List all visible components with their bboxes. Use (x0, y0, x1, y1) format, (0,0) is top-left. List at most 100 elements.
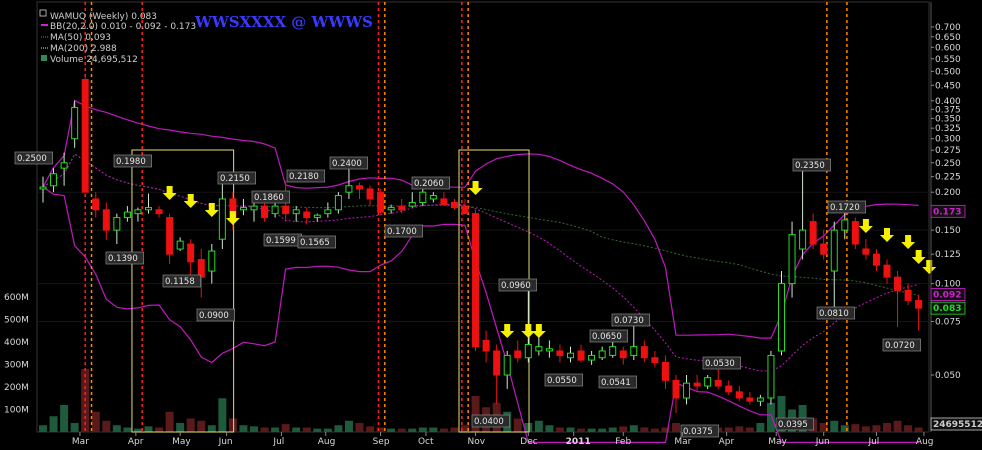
volume-bar (608, 427, 617, 432)
time-axis: Mar Apr May Jun Jul Aug Sep Oct Nov Dec 2011 Feb Mar… (72, 432, 934, 447)
candle-body (440, 198, 448, 206)
price-label: 0.0541 (601, 378, 631, 388)
candle-body (588, 354, 596, 361)
down-arrow-icon (880, 228, 894, 242)
candle (208, 244, 216, 284)
candle (450, 198, 458, 210)
volume-bar (893, 420, 902, 432)
candle-body (472, 213, 480, 348)
price-tick-label: 0.375 (935, 105, 961, 115)
candle-body (356, 185, 363, 190)
price-tick-label: 0.225 (935, 173, 961, 183)
candle (387, 204, 395, 214)
price-label-box (816, 306, 855, 320)
volume-bar (387, 428, 396, 432)
candle-body (904, 289, 912, 301)
candle-body (71, 107, 79, 140)
candle-body (609, 346, 617, 356)
price-tick-label: 0.150 (935, 226, 961, 236)
price-label: 0.0720 (885, 341, 915, 351)
volume-bar (534, 420, 543, 432)
candle-body (92, 198, 100, 211)
volume-bar (745, 427, 754, 432)
volume-bar (197, 420, 206, 432)
candle-body (408, 201, 416, 207)
legend-bb: BB(20,2.0) 0.010 - 0.092 - 0.173 (50, 22, 196, 32)
candle (577, 344, 585, 363)
time-tick-label: Jul (867, 437, 879, 447)
price-tick-label: 0.450 (935, 81, 961, 91)
price-label: 0.1390 (108, 254, 138, 264)
candle-body (788, 234, 796, 285)
candle (725, 380, 733, 395)
candle-body (894, 276, 902, 291)
volume-bar (777, 396, 786, 432)
candle (197, 249, 205, 298)
time-tick-label: Jun (815, 437, 830, 447)
volume-bar (450, 427, 459, 432)
candle (872, 249, 880, 272)
candle-body (60, 162, 68, 169)
candle (303, 207, 311, 225)
volume-bar (851, 424, 860, 432)
legend-volume: Volume 24,695,512 (50, 55, 138, 65)
price-label-box (589, 329, 628, 343)
candle (767, 350, 775, 405)
price-tick-label: 0.400 (935, 97, 961, 107)
side-label-box (930, 417, 982, 431)
candle-body (366, 188, 374, 200)
volume-bar (587, 428, 596, 432)
price-label: 0.2500 (17, 154, 47, 164)
time-tick-label: Sep (373, 437, 390, 447)
candle-body (577, 350, 585, 361)
candle-body (102, 209, 110, 231)
price-label-box (775, 417, 814, 431)
volume-bar (439, 428, 448, 432)
volume-bar (313, 428, 322, 432)
candle-body (514, 350, 522, 359)
candle (324, 202, 332, 218)
down-arrow-icon (204, 203, 219, 217)
candle-body (271, 205, 279, 215)
candle-body (197, 259, 205, 278)
candle (545, 340, 553, 358)
candle-body (640, 346, 648, 359)
candle-body (450, 201, 458, 209)
volume-bar (123, 427, 132, 432)
price-label-box (297, 235, 336, 249)
legend: WAMUQ (Weekly) 0.083 WWSXXXX @ WWWS BB(2… (39, 9, 373, 65)
volume-bar (70, 423, 79, 432)
candle (598, 346, 606, 361)
volume-bar (461, 425, 469, 432)
candle (841, 212, 849, 240)
candle (356, 182, 363, 199)
side-label: 0.092 (933, 291, 961, 301)
price-label-box (471, 414, 510, 428)
candle (429, 192, 437, 203)
volume-bar (840, 425, 849, 432)
candle (461, 198, 469, 215)
time-tick-label: 2011 (566, 437, 591, 447)
price-label: 0.2060 (414, 179, 444, 189)
candle-body (250, 205, 258, 211)
volume-bar (302, 427, 311, 432)
volume-bar (239, 425, 248, 432)
time-tick-label: Jul (272, 437, 284, 447)
volume-bar (883, 423, 891, 432)
volume-bar (650, 428, 659, 432)
volume-bar (355, 423, 364, 432)
price-tick-label: 0.075 (935, 318, 961, 328)
candle-body (461, 205, 469, 215)
volume-bar (724, 427, 733, 432)
candle-body (693, 382, 701, 387)
volume-bar (366, 426, 375, 432)
price-label-box (196, 308, 235, 322)
price-label: 0.0395 (778, 420, 808, 430)
candle (630, 325, 638, 361)
chart-title: WAMUQ (Weekly) 0.083 (50, 12, 157, 22)
candle (166, 213, 174, 265)
volume-bar (598, 428, 607, 432)
candle (408, 192, 416, 208)
volume-axis: 600M 500M 400M 300M 200M 100M (4, 293, 29, 416)
